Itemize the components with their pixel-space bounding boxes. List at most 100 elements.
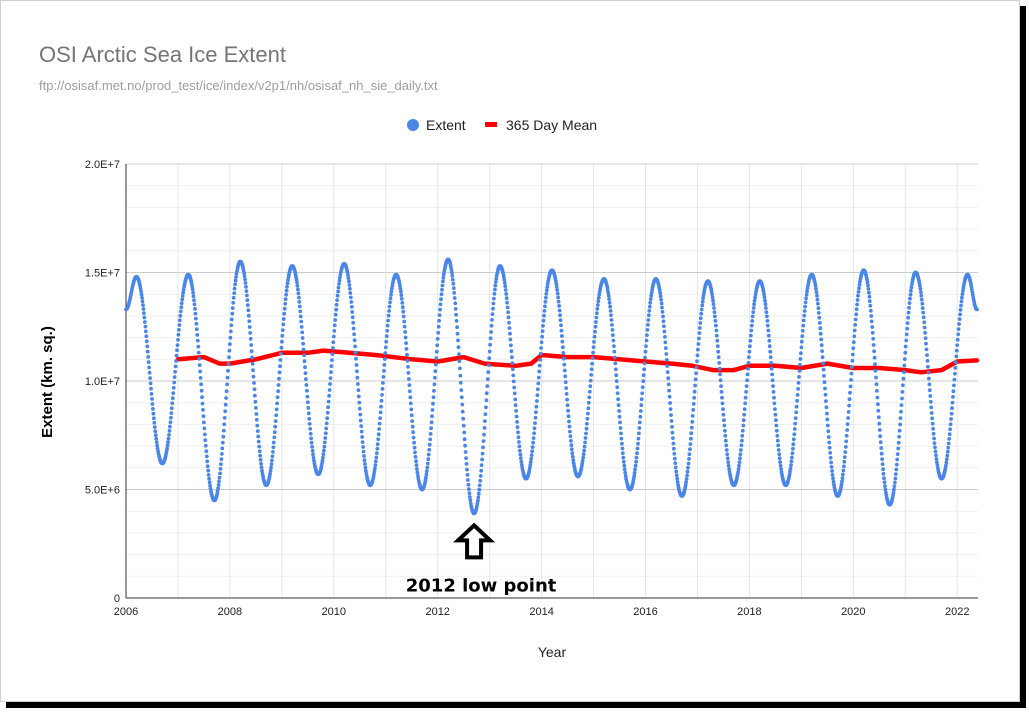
extent-point [615, 385, 620, 390]
extent-point [511, 379, 516, 384]
extent-point [404, 341, 408, 345]
extent-point [381, 375, 386, 379]
extent-point [296, 287, 300, 292]
extent-point [432, 389, 436, 393]
extent-point [179, 305, 184, 310]
extent-point [405, 352, 409, 357]
extent-point [566, 414, 571, 419]
extent-point [948, 427, 952, 432]
extent-point [455, 325, 459, 330]
extent-point [191, 294, 196, 299]
extent-point [608, 304, 612, 309]
extent-point [269, 462, 274, 467]
extent-point [611, 338, 616, 343]
extent-point [308, 427, 313, 431]
extent-point [331, 346, 335, 351]
extent-point [200, 401, 205, 406]
extent-point [176, 332, 181, 337]
extent-point [332, 329, 337, 333]
extent-point [563, 380, 568, 385]
extent-point [558, 313, 562, 318]
extent-point [956, 332, 961, 337]
extent-point [830, 469, 834, 473]
extent-point [530, 445, 535, 449]
extent-point [612, 355, 617, 360]
extent-point [918, 283, 922, 288]
extent-point [174, 359, 179, 363]
extent-point [224, 396, 229, 400]
extent-point [592, 334, 597, 339]
extent-point [452, 296, 457, 300]
extent-point [891, 490, 896, 495]
extent-point [528, 463, 533, 468]
extent-point [671, 446, 676, 451]
extent-point [934, 457, 939, 461]
extent-point [143, 324, 148, 329]
extent-point [479, 468, 484, 473]
extent-point [513, 403, 518, 408]
extent-point [155, 446, 160, 451]
extent-point [935, 460, 939, 465]
extent-point [512, 385, 517, 390]
extent-point [842, 455, 847, 459]
extent-point [814, 287, 818, 291]
extent-point [882, 480, 887, 485]
extent-point [925, 353, 929, 357]
extent-point [251, 368, 255, 373]
extent-point [714, 333, 719, 338]
extent-point [376, 437, 381, 442]
extent-point [226, 368, 230, 373]
extent-point [430, 408, 435, 412]
extent-point [270, 458, 274, 463]
extent-point [895, 457, 900, 462]
extent-point [736, 467, 741, 471]
extent-point [778, 460, 782, 464]
extent-point [562, 368, 567, 373]
extent-point [203, 432, 207, 437]
extent-point [408, 401, 413, 406]
extent-point [772, 401, 777, 406]
extent-point [228, 342, 232, 346]
extent-point [646, 318, 651, 322]
extent-point [723, 438, 728, 443]
extent-point [172, 380, 177, 385]
extent-point [841, 468, 846, 473]
x-tick-label: 2012 [425, 606, 449, 618]
extent-point [373, 466, 377, 471]
extent-point [482, 426, 487, 430]
extent-point [641, 379, 646, 384]
extent-point [333, 312, 338, 317]
extent-point [691, 402, 696, 406]
extent-point [387, 309, 391, 313]
extent-point [661, 319, 666, 324]
extent-point [742, 412, 747, 417]
extent-point [871, 336, 876, 341]
extent-point [770, 372, 774, 377]
extent-point [693, 377, 698, 382]
extent-point [958, 308, 963, 312]
extent-point [284, 292, 288, 297]
extent-point [194, 327, 199, 332]
extent-point [424, 475, 428, 480]
extent-point [607, 297, 611, 301]
extent-point [225, 375, 230, 380]
extent-point [361, 449, 366, 454]
extent-point [460, 409, 465, 414]
extent-point [647, 309, 652, 313]
extent-point [745, 372, 750, 377]
extent-point [434, 356, 439, 360]
extent-point [876, 415, 881, 420]
extent-point [644, 338, 649, 343]
extent-point [823, 392, 828, 397]
extent-point [407, 383, 412, 388]
extent-point [354, 356, 358, 361]
extent-point [363, 462, 367, 466]
extent-point [458, 380, 463, 385]
extent-point [438, 302, 443, 307]
extent-point [900, 396, 904, 401]
extent-point [408, 395, 413, 400]
extent-point [527, 466, 532, 470]
extent-point [647, 304, 652, 309]
extent-point [823, 386, 827, 391]
extent-point [560, 334, 564, 338]
